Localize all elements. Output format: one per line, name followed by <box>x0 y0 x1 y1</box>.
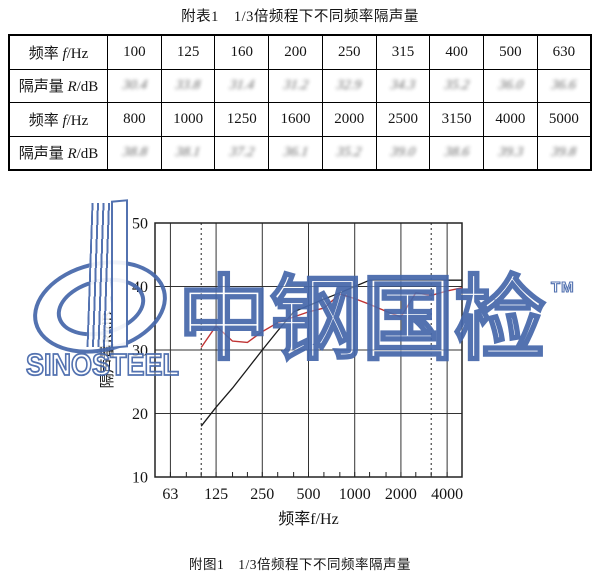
insulation-value-cell: 38.8 <box>105 136 164 170</box>
insulation-value-cell: 39.3 <box>481 136 540 170</box>
frequency-cell: 125 <box>160 34 216 70</box>
row-label: 隔声量 R/dB <box>8 68 108 103</box>
y-tick-label: 10 <box>132 470 148 487</box>
x-tick-label: 500 <box>297 486 321 503</box>
insulation-value-cell: 37.2 <box>213 136 271 170</box>
row-label: 频率 f/Hz <box>8 102 108 137</box>
x-tick-label: 125 <box>204 486 228 503</box>
y-tick-label: 50 <box>132 216 148 233</box>
row-label-part: 频率 <box>28 112 63 129</box>
figure-caption: 附图1 1/3倍频程下不同频率隔声量 <box>188 557 411 572</box>
frequency-cell: 630 <box>536 34 592 70</box>
insulation-value-cell: 38.6 <box>428 136 486 170</box>
insulation-value-cell: 35.2 <box>320 136 378 170</box>
row-label-part: 隔声量 <box>18 79 68 96</box>
insulation-value-cell: 39.8 <box>535 136 593 170</box>
x-axis-title: 频率f/Hz <box>278 510 338 528</box>
x-tick-label: 63 <box>162 486 178 503</box>
row-label-part: /Hz <box>66 45 89 62</box>
frequency-cell: 1000 <box>160 102 216 137</box>
y-tick-label: 30 <box>132 343 148 360</box>
insulation-value-cell: 36.0 <box>481 69 540 103</box>
row-label-part: f <box>62 112 67 129</box>
insulation-value-cell: 39.0 <box>374 136 432 170</box>
frequency-cell: 4000 <box>483 102 538 137</box>
insulation-value-cell: 31.4 <box>213 69 271 103</box>
x-tick-label: 4000 <box>431 486 463 503</box>
frequency-cell: 500 <box>483 34 538 70</box>
insulation-value-cell: 36.6 <box>535 69 593 103</box>
y-tick-label: 40 <box>132 279 148 296</box>
frequency-cell: 400 <box>429 34 485 70</box>
insulation-chart: 10 20 30 40 50 63 125 250 500 1000 2000 4000 频率f/Hz 隔… <box>98 216 463 529</box>
row-label-part: R <box>67 146 77 163</box>
table-row: 频率 f/Hz 800 1000 1250 1600 2000 2500 3150 4000 50… <box>8 102 592 137</box>
plot-border <box>154 222 463 478</box>
frequency-cell: 160 <box>214 34 270 70</box>
frequency-cell: 2500 <box>375 102 431 137</box>
row-label-part: R <box>67 79 77 96</box>
frequency-cell: 2000 <box>321 102 377 137</box>
row-label-part: /Hz <box>66 112 89 129</box>
insulation-value-cell: 34.3 <box>374 69 432 103</box>
insulation-value-cell: 32.9 <box>320 69 378 103</box>
row-label-part: 隔声量 <box>18 146 68 163</box>
insulation-value-cell: 36.1 <box>266 136 325 170</box>
y-axis-title: 隔声量R/dB <box>98 312 116 389</box>
frequency-cell: 5000 <box>536 102 592 137</box>
frequency-cell: 1250 <box>214 102 270 137</box>
frequency-cell: 200 <box>268 34 323 70</box>
x-tick-label: 2000 <box>385 486 417 503</box>
insulation-value-cell: 31.2 <box>266 69 325 103</box>
table-row: 频率 f/Hz 100 125 160 200 250 315 400 500 630 <box>8 34 592 70</box>
measured-insulation-line <box>200 287 463 348</box>
row-label: 频率 f/Hz <box>8 34 108 70</box>
row-label: 隔声量 R/dB <box>8 135 108 171</box>
frequency-cell: 1600 <box>268 102 323 137</box>
y-tick-label: 20 <box>132 406 148 423</box>
table-body: 频率 f/Hz 100 125 160 200 250 315 400 500 630 隔声量 R/… <box>8 34 593 171</box>
x-tick-label: 250 <box>250 486 274 503</box>
frequency-cell: 250 <box>321 34 377 70</box>
insulation-value-cell: 35.2 <box>428 69 486 103</box>
insulation-value-cell: 30.4 <box>105 69 163 103</box>
insulation-value-cell: 33.8 <box>159 69 217 103</box>
row-label-part: f <box>62 45 67 62</box>
row-label-part: /dB <box>76 79 99 96</box>
insulation-table: 频率 f/Hz 100 125 160 200 250 315 400 500 630 隔声量 R/… <box>8 34 593 171</box>
frequency-cell: 800 <box>107 102 162 137</box>
insulation-value-cell: 38.1 <box>159 136 217 170</box>
table-row: 隔声量 R/dB 38.8 38.1 37.2 36.1 35.2 39.0 38.6 39.3… <box>8 135 593 171</box>
frequency-cell: 100 <box>107 34 162 70</box>
row-label-part: 频率 <box>28 45 63 62</box>
reference-curve-line <box>200 279 462 427</box>
frequency-cell: 315 <box>375 34 431 70</box>
table-title: 附表1 1/3倍频程下不同频率隔声量 <box>181 9 419 25</box>
table-row: 隔声量 R/dB 30.4 33.8 31.4 31.2 32.9 34.3 35.2 36.0… <box>8 68 593 103</box>
x-tick-label: 1000 <box>339 486 371 503</box>
frequency-cell: 3150 <box>429 102 485 137</box>
row-label-part: /dB <box>76 146 99 163</box>
